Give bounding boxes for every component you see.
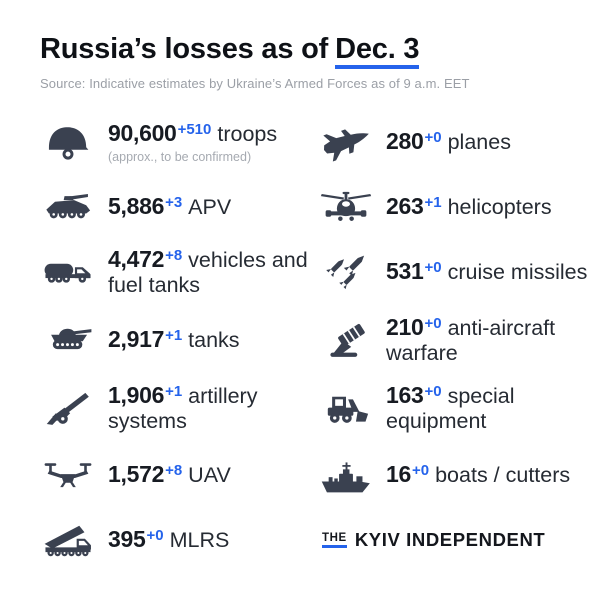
stat-delta: +8 (165, 462, 183, 480)
stat-value: 395 (108, 526, 146, 553)
stat-delta: +1 (165, 382, 183, 400)
tank-icon (40, 320, 96, 360)
stat-unit: vehicles and fuel tanks (108, 247, 308, 297)
stat-unit: tanks (188, 328, 240, 353)
stat-delta: +0 (424, 129, 442, 147)
page-title: Russia’s losses as of Dec. 3 (40, 33, 590, 69)
stat-delta: +8 (165, 246, 183, 264)
fighter-jet-icon (318, 122, 374, 162)
stat-vehicles: 4,472+8 vehicles and fuel tanks (40, 246, 318, 299)
stat-value: 90,600 (108, 120, 177, 147)
helicopter-icon (318, 187, 374, 227)
stat-value: 1,572 (108, 461, 165, 488)
stat-unit: troops (217, 122, 278, 147)
stat-unit: boats / cutters (435, 463, 571, 488)
stat-apv: 5,886+3 APV (40, 187, 318, 227)
mlrs-icon (40, 520, 96, 560)
stat-special-equipment: 163+0 special equipment (318, 382, 590, 435)
stat-value: 4,472 (108, 245, 165, 272)
stat-value: 210 (386, 313, 424, 340)
fuel-truck-icon (40, 252, 96, 292)
missiles-icon (318, 252, 374, 292)
stat-unit: APV (188, 195, 232, 220)
stat-value: 263 (386, 193, 424, 220)
stats-grid: 90,600+510 troops (approx., to be confirm… (40, 107, 590, 573)
howitzer-icon (40, 388, 96, 428)
stat-delta: +1 (165, 327, 183, 345)
stat-artillery: 1,906+1 artillery systems (40, 382, 318, 435)
drone-icon (40, 455, 96, 495)
stat-troops: 90,600+510 troops (approx., to be confirm… (40, 120, 318, 164)
kyiv-independent-logo: THE KYIV INDEPENDENT (318, 529, 590, 551)
stat-delta: +0 (424, 259, 442, 277)
stat-delta: +1 (424, 194, 442, 212)
warship-icon (318, 455, 374, 495)
logo-name: KYIV INDEPENDENT (354, 528, 546, 550)
stat-value: 531 (386, 258, 424, 285)
stat-unit: UAV (188, 463, 231, 488)
stat-delta: +3 (165, 194, 183, 212)
stat-note: (approx., to be confirmed) (108, 149, 252, 164)
stat-tanks: 2,917+1 tanks (40, 320, 318, 360)
stat-delta: +0 (424, 382, 442, 400)
stat-value: 16 (386, 461, 411, 488)
stat-planes: 280+0 planes (318, 122, 590, 162)
stat-unit: cruise missiles (447, 260, 588, 285)
logo-the: THE (322, 532, 347, 548)
stat-helicopters: 263+1 helicopters (318, 187, 590, 227)
helmet-icon (40, 122, 96, 162)
stat-value: 5,886 (108, 193, 165, 220)
stat-unit: anti-aircraft warfare (386, 315, 556, 365)
stat-unit: helicopters (447, 195, 552, 220)
stat-anti-aircraft: 210+0 anti-aircraft warfare (318, 314, 590, 367)
stat-unit: MLRS (169, 528, 230, 553)
stat-unit: planes (447, 130, 511, 155)
stat-uav: 1,572+8 UAV (40, 455, 318, 495)
stat-unit: artillery systems (108, 383, 258, 433)
stat-delta: +0 (146, 527, 164, 545)
title-date: Dec. 3 (335, 33, 420, 69)
stat-delta: +0 (424, 314, 442, 332)
stat-delta: +510 (177, 121, 212, 139)
stat-value: 1,906 (108, 381, 165, 408)
stat-value: 280 (386, 128, 424, 155)
stat-value: 163 (386, 381, 424, 408)
stat-delta: +0 (411, 462, 430, 480)
anti-aircraft-launcher-icon (318, 320, 374, 360)
stat-cruise-missiles: 531+0 cruise missiles (318, 252, 590, 292)
stat-value: 2,917 (108, 326, 165, 353)
apc-icon (40, 187, 96, 227)
title-prefix: Russia’s losses as of (40, 33, 329, 65)
stat-unit: special equipment (386, 383, 515, 433)
source-line: Source: Indicative estimates by Ukraine’… (40, 75, 470, 91)
stat-mlrs: 395+0 MLRS (40, 520, 318, 560)
stat-boats: 16+0 boats / cutters (318, 455, 590, 495)
loader-icon (318, 388, 374, 428)
